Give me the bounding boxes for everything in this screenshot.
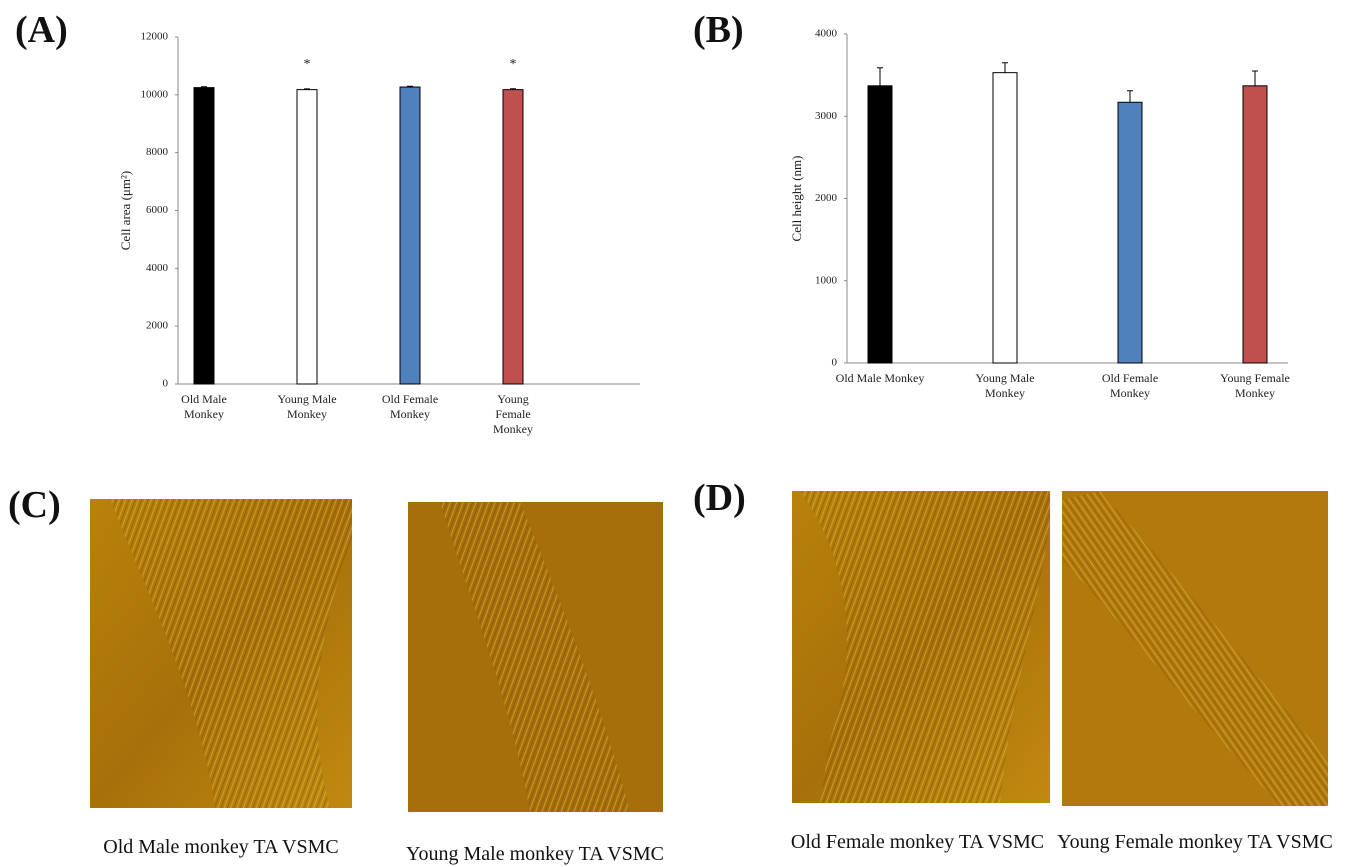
y-tick-label: 3000: [815, 110, 838, 122]
x-tick-label: Young Male Monkey: [277, 392, 337, 421]
y-axis-title: Cell area (μm²): [118, 171, 133, 250]
image-caption: Young Female monkey TA VSMC: [1057, 831, 1333, 853]
x-tick-label: Old Female Monkey: [1101, 371, 1159, 400]
micrograph: [408, 502, 663, 812]
image-caption: Young Male monkey TA VSMC: [406, 843, 664, 865]
y-tick-label: 8000: [146, 146, 169, 158]
significance-mark: *: [304, 57, 311, 72]
error-bar: [510, 88, 516, 90]
bar: [502, 89, 524, 385]
y-tick-label: 12000: [141, 31, 169, 43]
bar: [1117, 101, 1143, 364]
y-tick-label: 0: [163, 378, 169, 390]
error-bar: [304, 88, 310, 90]
bar: [992, 72, 1018, 364]
panel-label: (D): [693, 477, 746, 519]
error-bar: [407, 85, 413, 88]
bar: [867, 85, 893, 364]
significance-mark: *: [510, 57, 517, 72]
error-bar: [201, 86, 207, 88]
y-tick-label: 1000: [815, 274, 838, 286]
panel-label: (B): [693, 9, 744, 51]
bar: [399, 86, 421, 385]
y-tick-label: 6000: [146, 204, 169, 216]
panel-label: (C): [8, 484, 61, 526]
x-tick-label: Young Male Monkey: [975, 371, 1035, 400]
bar: [296, 89, 318, 385]
x-tick-label: Old Male Monkey: [181, 392, 227, 421]
image-caption: Old Male monkey TA VSMC: [103, 836, 339, 858]
panel-label: (A): [15, 9, 68, 51]
micrograph: [792, 491, 1050, 803]
y-tick-label: 0: [832, 357, 838, 369]
x-tick-label: Old Female Monkey: [381, 392, 439, 421]
y-tick-label: 2000: [146, 320, 169, 332]
image-caption: Old Female monkey TA VSMC: [790, 831, 1045, 853]
error-bar: [877, 67, 883, 86]
y-tick-label: 2000: [815, 192, 838, 204]
x-tick-label: Young Female Monkey: [493, 392, 533, 436]
micrograph: [90, 499, 352, 808]
x-tick-label: Young Female Monkey: [1220, 371, 1290, 400]
micrograph: [1062, 491, 1328, 806]
y-tick-label: 4000: [146, 262, 169, 274]
error-bar: [1252, 70, 1258, 86]
x-tick-label: Old Male Monkey: [835, 371, 925, 385]
error-bar: [1002, 62, 1008, 73]
y-tick-label: 10000: [141, 88, 169, 100]
bar: [193, 87, 215, 385]
y-axis-title: Cell height (nm): [789, 156, 804, 242]
error-bar: [1127, 90, 1133, 103]
y-tick-label: 4000: [815, 28, 838, 40]
bar: [1242, 85, 1268, 364]
